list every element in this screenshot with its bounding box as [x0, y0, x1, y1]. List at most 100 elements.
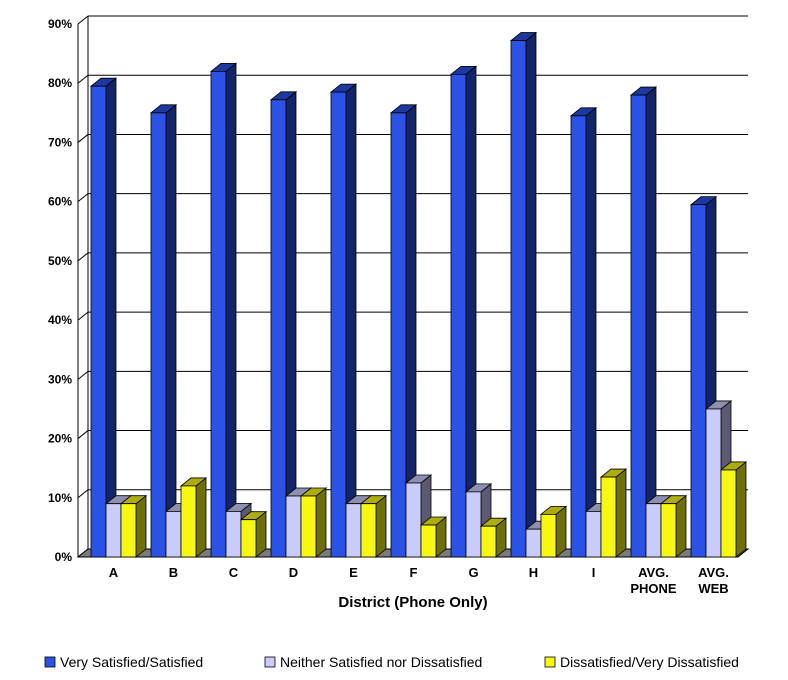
bar-side — [645, 86, 657, 558]
bar-front — [690, 204, 707, 558]
bar-side — [135, 494, 147, 558]
gridline-diagonal — [77, 370, 89, 380]
x-axis-label: District (Phone Only) — [338, 594, 487, 611]
bar — [209, 62, 238, 558]
bar-front — [285, 495, 302, 558]
bar-side — [555, 505, 567, 558]
x-tick-label: H — [529, 565, 538, 580]
bar — [359, 494, 388, 558]
bar-front — [180, 485, 197, 558]
y-tick-label: 0% — [55, 550, 73, 564]
gridline-diagonal — [77, 134, 89, 143]
x-tick-label: G — [468, 565, 478, 580]
bar-side — [225, 62, 237, 558]
bar-side — [615, 468, 627, 558]
bar-front — [330, 91, 347, 558]
bar-side — [375, 494, 387, 558]
bar-front — [150, 112, 167, 558]
bar-front — [600, 476, 617, 558]
bar — [149, 104, 178, 558]
legend-label: Neither Satisfied nor Dissatisfied — [280, 654, 482, 670]
gridline-diagonal — [77, 311, 89, 321]
bar-side — [105, 77, 117, 558]
bar-side — [285, 90, 297, 558]
x-tick-label: F — [410, 565, 418, 580]
bar — [419, 516, 448, 558]
y-tick-label: 70% — [48, 135, 72, 149]
bar — [329, 83, 358, 558]
bar-front — [480, 525, 497, 558]
y-tick-label: 20% — [48, 432, 72, 446]
y-tick-label: 80% — [48, 76, 72, 90]
bar-front — [225, 510, 242, 558]
bar-front — [450, 73, 467, 558]
gridline-diagonal — [77, 193, 89, 203]
bar — [449, 65, 478, 558]
bar — [599, 468, 628, 558]
bar — [269, 90, 298, 558]
legend-item: Dissatisfied/Very Dissatisfied — [544, 654, 739, 670]
bar-front — [705, 408, 722, 558]
y-tick-label: 90% — [48, 17, 72, 31]
bar-front — [210, 70, 227, 558]
bar-front — [270, 99, 287, 558]
bar-front — [540, 513, 557, 558]
bar — [179, 477, 208, 558]
bar-front — [405, 482, 422, 558]
bar-side — [585, 106, 597, 558]
bar — [719, 461, 748, 558]
bar — [119, 494, 148, 558]
bar — [479, 517, 508, 558]
gridline-diagonal — [77, 489, 89, 499]
legend-swatch — [264, 656, 276, 668]
bar — [509, 31, 538, 558]
bar — [629, 86, 658, 558]
gridline-diagonal — [77, 15, 89, 25]
bar — [239, 510, 268, 558]
bar-front — [105, 503, 122, 558]
x-tick-label: PHONE — [630, 581, 677, 596]
y-tick-label: 60% — [48, 195, 72, 209]
bar-front — [645, 503, 662, 558]
bar-front — [390, 112, 407, 558]
bar-front — [585, 510, 602, 558]
y-tick-label: 30% — [48, 372, 72, 386]
legend-label: Dissatisfied/Very Dissatisfied — [560, 654, 739, 670]
bar-side — [195, 477, 207, 558]
bar-side — [315, 487, 327, 558]
x-tick-label: AVG. — [698, 565, 729, 580]
bar-front — [420, 524, 437, 558]
bar-front — [465, 491, 482, 558]
x-tick-label: E — [349, 565, 358, 580]
bar — [569, 106, 598, 558]
legend-swatch — [544, 656, 556, 668]
bar-side — [525, 31, 537, 558]
bar-front — [345, 503, 362, 558]
bar-front — [360, 503, 377, 558]
bar-front — [510, 40, 527, 558]
legend-item: Very Satisfied/Satisfied — [44, 654, 203, 670]
x-tick-label: D — [289, 565, 298, 580]
x-tick-label: C — [229, 565, 239, 580]
bar — [389, 104, 418, 558]
bar-front — [90, 85, 107, 558]
bar-front — [240, 519, 257, 558]
bar-side — [345, 83, 357, 558]
legend-label: Very Satisfied/Satisfied — [60, 654, 203, 670]
x-tick-label: B — [169, 565, 178, 580]
bar-side — [465, 65, 477, 558]
bar-side — [735, 461, 747, 558]
bar — [299, 487, 328, 558]
bar-front — [570, 115, 587, 558]
bar-front — [720, 469, 737, 558]
legend-swatch — [44, 656, 56, 668]
bar-front — [120, 503, 137, 558]
bar-front — [300, 495, 317, 558]
y-tick-label: 10% — [48, 491, 72, 505]
x-tick-label: AVG. — [638, 565, 669, 580]
x-tick-label: WEB — [698, 581, 728, 596]
bar-front — [630, 94, 647, 558]
x-tick-label: A — [109, 565, 119, 580]
